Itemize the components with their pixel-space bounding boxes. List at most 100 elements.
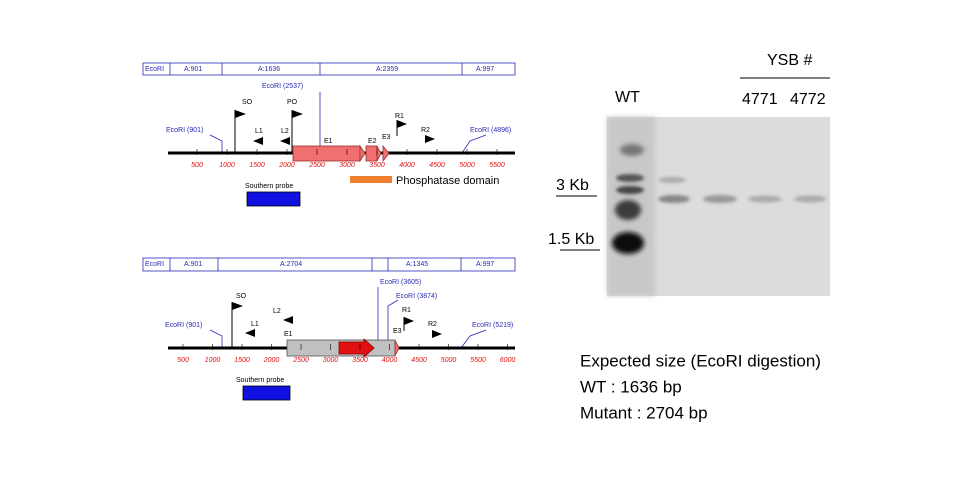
feature-label: R1: [395, 113, 404, 120]
wt-map: EcoRI A:901 A:1636 A:2359 A:997 EcoRI (9…: [142, 62, 516, 207]
feature-label: R2: [428, 321, 437, 328]
note: Expected size (EcoRI digestion): [580, 351, 821, 370]
fragment-divider: [169, 258, 462, 271]
fragment-label: A:2704: [280, 261, 302, 268]
feature-label: SO: [242, 99, 253, 106]
fragment-label: A:901: [184, 66, 202, 73]
feature-label: E1: [324, 138, 333, 145]
feature-label: R2: [421, 127, 430, 134]
site-label: EcoRI (2537): [262, 83, 303, 90]
probe-bar: [242, 385, 291, 401]
axis-label: 2500: [308, 162, 325, 169]
axis-label: 3500: [352, 357, 368, 364]
exon: [365, 145, 378, 162]
lane-label: WT: [615, 89, 640, 106]
fragment-bar: [142, 257, 516, 272]
band: [703, 195, 737, 203]
fragment-label: A:1345: [406, 261, 428, 268]
probe-label: Southern probe: [245, 183, 293, 190]
fragment-label: EcoRI: [145, 66, 164, 73]
feature-label: E1: [284, 331, 293, 338]
site-label: EcoRI (901): [166, 127, 203, 134]
primer-flag: [235, 110, 435, 145]
site-label: EcoRI (4896): [470, 127, 511, 134]
lane-group-label: YSB #: [767, 52, 812, 69]
axis-label: 3000: [323, 357, 339, 364]
fragment-label: EcoRI: [145, 261, 164, 268]
axis-label: 1000: [205, 357, 221, 364]
feature-label: PO: [287, 99, 298, 106]
axis-label: 1500: [249, 162, 265, 169]
fragment-label: A:2359: [376, 66, 398, 73]
exon: [359, 144, 366, 163]
axis-label: 3500: [369, 162, 385, 169]
site-label: EcoRI (5219): [472, 322, 513, 329]
band: [658, 177, 686, 183]
axis-label: 500: [177, 357, 189, 364]
axis-label: 4500: [429, 162, 445, 169]
band: [615, 200, 641, 220]
blot: YSB # WT 4771 4772 3 Kb 1.5 Kb: [548, 52, 830, 296]
domain-label: Phosphatase domain: [396, 175, 499, 187]
site-label: EcoRI (3874): [396, 293, 437, 300]
axis-label: 4500: [411, 357, 427, 364]
feature-label: L2: [281, 128, 289, 135]
site-line: [209, 92, 487, 154]
axis-label: 5500: [470, 357, 486, 364]
note: WT : 1636 bp: [580, 377, 682, 396]
lane-label: 4771: [742, 91, 778, 108]
axis-label: 4000: [382, 357, 398, 364]
exon: [376, 145, 382, 162]
band: [794, 195, 826, 203]
mutant-map: EcoRI A:901 A:2704 A:1345 A:997 EcoRI (9…: [142, 257, 516, 401]
axis-label: 2000: [263, 357, 280, 364]
axis-label: 1000: [219, 162, 235, 169]
axis-label: 3000: [339, 162, 355, 169]
axis-label: 5500: [489, 162, 505, 169]
site-label: EcoRI (3605): [380, 279, 421, 286]
feature-label: L2: [273, 308, 281, 315]
probe-bar: [246, 191, 301, 207]
feature-label: SO: [236, 293, 247, 300]
axis-label: 2000: [278, 162, 295, 169]
axis-label: 500: [191, 162, 203, 169]
feature-label: R1: [402, 307, 411, 314]
bands: [607, 117, 826, 296]
band: [658, 195, 690, 203]
exon: [394, 339, 400, 357]
feature-label: E2: [368, 138, 377, 145]
marker-label: 3 Kb: [556, 177, 589, 194]
axis-label: 5000: [441, 357, 457, 364]
axis-label: 6000: [500, 357, 516, 364]
fragment-bar: [142, 62, 516, 76]
band: [748, 195, 782, 203]
marker-label: 1.5 Kb: [548, 231, 594, 248]
fragment-label: A:997: [476, 261, 494, 268]
lane-label: 4772: [790, 91, 826, 108]
exon: [382, 144, 390, 163]
axis-label: 4000: [399, 162, 415, 169]
primer-flag: [232, 302, 442, 338]
axis-label: 2500: [292, 357, 309, 364]
band: [616, 174, 644, 182]
feature-label: L1: [255, 128, 263, 135]
site-line: [209, 287, 487, 349]
axis-labels: 500 1000 1500 2000 2500 3000 3500 4000 4500 5000 5…: [191, 149, 505, 169]
exon: [292, 145, 361, 162]
fragment-divider: [169, 63, 463, 75]
feature-label: L1: [251, 321, 259, 328]
axis-labels: 500 1000 1500 2000 2500 3000 3500 4000 4500 5000 5…: [177, 344, 515, 364]
feature-label: E3: [382, 134, 391, 141]
domain-bar: [350, 176, 392, 183]
band: [612, 232, 644, 254]
fragment-label: A:1636: [258, 66, 280, 73]
band: [616, 186, 644, 194]
feature-label: E3: [393, 328, 402, 335]
band: [620, 144, 644, 156]
fragment-label: A:901: [184, 261, 202, 268]
site-label: EcoRI (901): [165, 322, 202, 329]
fragment-label: A:997: [476, 66, 494, 73]
note: Mutant : 2704 bp: [580, 403, 708, 422]
probe-label: Southern probe: [236, 377, 284, 384]
